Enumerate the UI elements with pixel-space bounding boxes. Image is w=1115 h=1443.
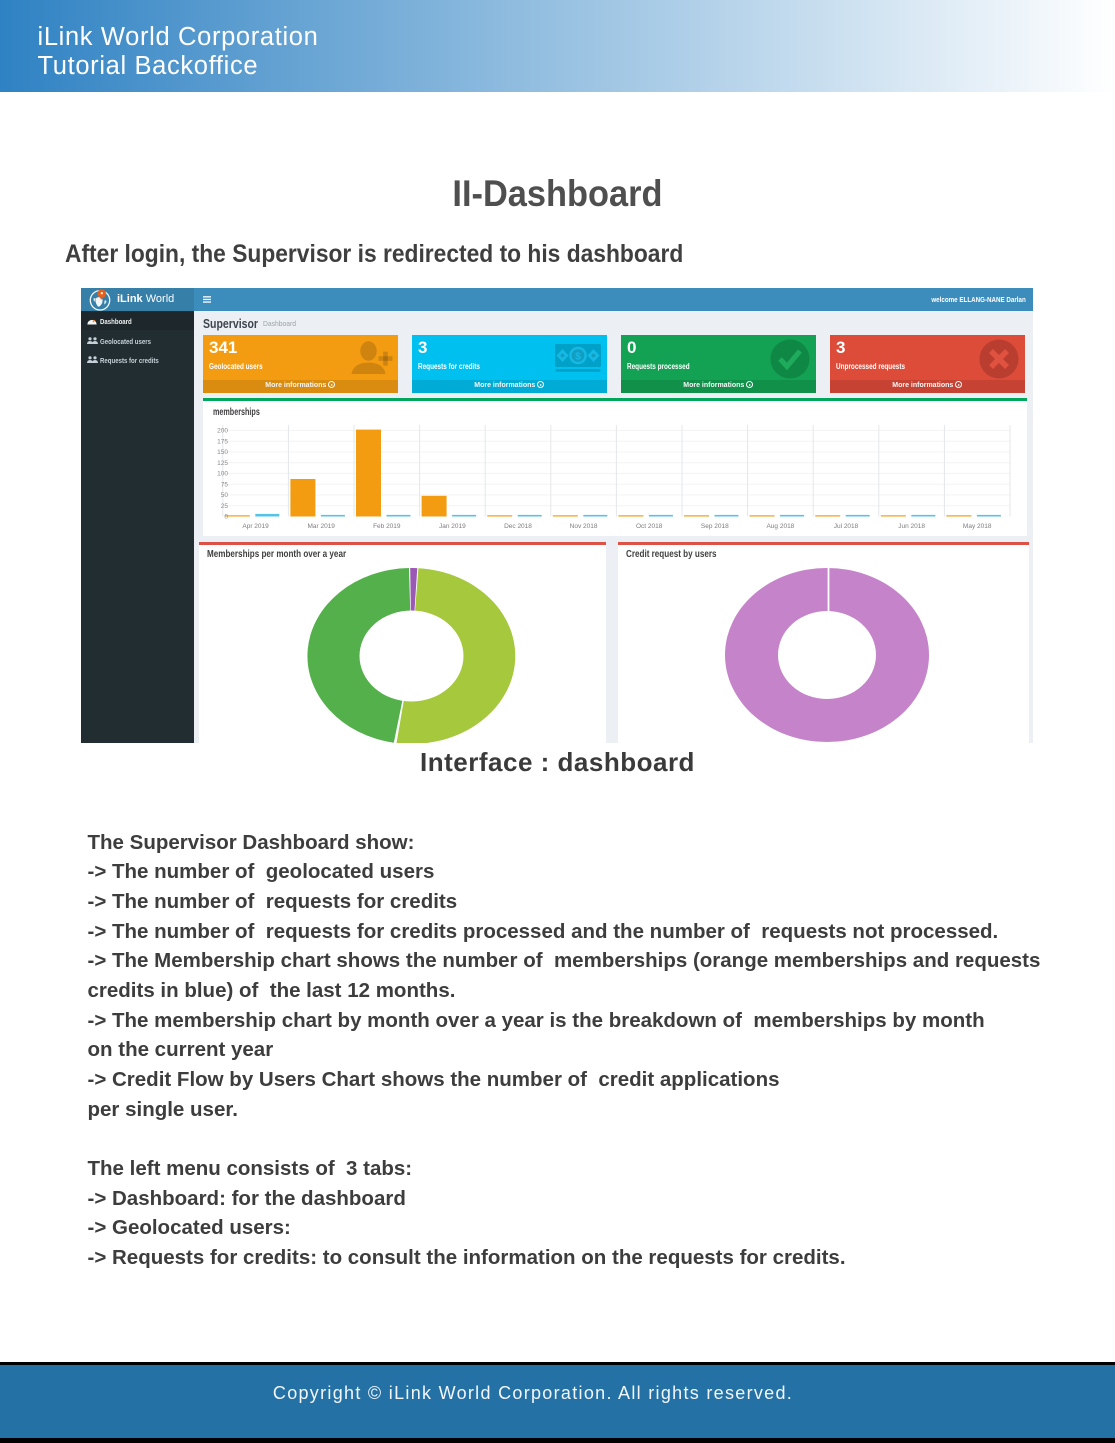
svg-text:Nov 2018: Nov 2018 bbox=[570, 523, 598, 530]
svg-text:125: 125 bbox=[217, 459, 228, 466]
svg-text:Apr 2019: Apr 2019 bbox=[242, 523, 269, 530]
svg-text:50: 50 bbox=[221, 492, 229, 499]
svg-text:175: 175 bbox=[217, 438, 228, 445]
svg-text:Jun 2018: Jun 2018 bbox=[898, 523, 925, 530]
svg-text:$: $ bbox=[575, 350, 581, 362]
svg-text:Sep 2018: Sep 2018 bbox=[701, 523, 729, 530]
svg-text:0: 0 bbox=[224, 513, 228, 520]
svg-text:Feb 2019: Feb 2019 bbox=[373, 523, 401, 530]
svg-text:Aug 2018: Aug 2018 bbox=[766, 523, 794, 530]
svg-text:Oct 2018: Oct 2018 bbox=[636, 523, 663, 530]
svg-text:May 2018: May 2018 bbox=[963, 523, 992, 530]
svg-text:Jan 2019: Jan 2019 bbox=[439, 523, 466, 530]
svg-text:Dec 2018: Dec 2018 bbox=[504, 523, 532, 530]
svg-text:200: 200 bbox=[217, 427, 228, 434]
svg-text:Mar 2019: Mar 2019 bbox=[307, 523, 335, 530]
svg-text:Jul 2018: Jul 2018 bbox=[834, 523, 859, 530]
svg-text:100: 100 bbox=[217, 470, 228, 477]
svg-text:150: 150 bbox=[217, 449, 228, 456]
svg-text:75: 75 bbox=[221, 481, 229, 488]
svg-text:25: 25 bbox=[221, 502, 229, 509]
